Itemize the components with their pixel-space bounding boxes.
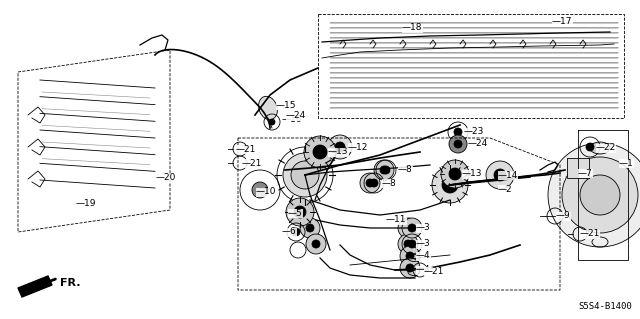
Text: —13: —13 — [462, 169, 483, 179]
Circle shape — [286, 198, 314, 226]
Circle shape — [374, 160, 394, 180]
Circle shape — [294, 206, 306, 218]
Circle shape — [291, 161, 319, 189]
Circle shape — [406, 264, 414, 272]
Text: —12: —12 — [348, 143, 369, 152]
Text: —4: —4 — [416, 251, 431, 261]
Text: —18: —18 — [402, 24, 422, 33]
Text: —19: —19 — [76, 199, 97, 209]
Circle shape — [313, 145, 327, 159]
Circle shape — [269, 119, 275, 125]
Text: —20: —20 — [156, 174, 177, 182]
Circle shape — [454, 140, 462, 148]
Circle shape — [548, 143, 640, 247]
Text: —10: —10 — [256, 188, 276, 197]
Circle shape — [295, 165, 315, 185]
Circle shape — [335, 142, 345, 152]
Circle shape — [441, 160, 469, 188]
Text: —21: —21 — [424, 266, 444, 276]
Text: —3: —3 — [416, 240, 431, 249]
Circle shape — [366, 179, 374, 187]
Text: —16: —16 — [282, 115, 303, 124]
Text: —22: —22 — [596, 144, 616, 152]
Text: —21: —21 — [242, 159, 262, 167]
Circle shape — [454, 128, 462, 136]
Circle shape — [408, 224, 416, 232]
Text: —7: —7 — [578, 168, 593, 177]
Text: —24: —24 — [468, 139, 488, 149]
Circle shape — [400, 246, 420, 266]
Text: S5S4-B1400: S5S4-B1400 — [579, 302, 632, 311]
Circle shape — [580, 175, 620, 215]
Circle shape — [404, 240, 412, 248]
Circle shape — [304, 136, 336, 168]
Circle shape — [432, 167, 468, 203]
Text: —14: —14 — [498, 170, 518, 180]
Text: —17: —17 — [552, 18, 573, 26]
Circle shape — [292, 228, 300, 236]
Circle shape — [380, 166, 388, 174]
Text: —24: —24 — [286, 112, 307, 121]
Circle shape — [306, 224, 314, 232]
Circle shape — [300, 218, 320, 238]
Text: —2: —2 — [498, 184, 513, 194]
Circle shape — [312, 240, 320, 248]
Text: —13: —13 — [328, 147, 349, 157]
Text: FR.: FR. — [60, 278, 81, 288]
Circle shape — [406, 252, 414, 260]
Circle shape — [586, 143, 594, 151]
Circle shape — [382, 166, 390, 174]
Text: —3: —3 — [416, 224, 431, 233]
Circle shape — [402, 218, 422, 238]
Text: —11: —11 — [386, 216, 406, 225]
Polygon shape — [18, 276, 52, 297]
Circle shape — [306, 234, 326, 254]
Text: —8: —8 — [382, 179, 397, 188]
Ellipse shape — [259, 96, 277, 120]
Circle shape — [252, 182, 268, 198]
Text: —9: —9 — [556, 211, 571, 220]
Text: —6: —6 — [282, 227, 297, 236]
Circle shape — [328, 135, 352, 159]
Text: —21: —21 — [580, 229, 600, 239]
Text: —15: —15 — [276, 100, 296, 109]
Circle shape — [398, 234, 418, 254]
Circle shape — [283, 153, 327, 197]
Circle shape — [494, 169, 506, 181]
Circle shape — [449, 168, 461, 180]
Circle shape — [398, 218, 418, 238]
Text: —4: —4 — [416, 265, 431, 275]
Circle shape — [400, 258, 420, 278]
Text: —21: —21 — [236, 145, 257, 153]
Circle shape — [404, 224, 412, 232]
Circle shape — [449, 135, 467, 153]
Text: —5: —5 — [288, 209, 303, 218]
Text: —1: —1 — [619, 159, 634, 167]
Circle shape — [442, 177, 458, 193]
Circle shape — [408, 240, 416, 248]
Ellipse shape — [590, 142, 610, 154]
Text: —8: —8 — [398, 166, 413, 174]
Circle shape — [370, 179, 378, 187]
Circle shape — [486, 161, 514, 189]
Circle shape — [562, 157, 638, 233]
Bar — [567, 158, 589, 178]
Circle shape — [360, 173, 380, 193]
Text: —23: —23 — [464, 128, 484, 137]
